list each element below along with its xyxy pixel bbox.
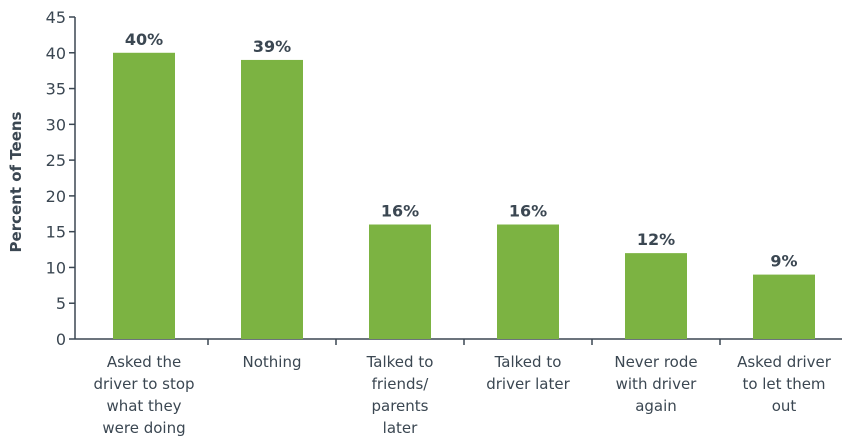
bar: [241, 59, 303, 339]
y-tick-label: 5: [56, 294, 66, 313]
y-tick-label: 35: [46, 80, 66, 99]
x-category-label: Asked driver to let them out: [737, 353, 832, 415]
y-tick-label: 45: [46, 8, 66, 27]
bar-value-label: 39%: [253, 37, 291, 56]
x-category-label: Nothing: [243, 353, 302, 371]
bar-value-label: 12%: [637, 230, 675, 249]
data-labels-group: 40% 39% 16% 16% 12% 9%: [125, 30, 798, 271]
y-tick-label: 10: [46, 258, 66, 277]
x-category-label-line: were doing: [102, 419, 185, 437]
x-category-label-line: Asked the: [107, 353, 181, 371]
x-category-label-line: what they: [106, 397, 181, 415]
x-category-label-line: friends/: [372, 375, 430, 393]
x-category-label-line: with driver: [616, 375, 698, 393]
y-axis-ticks: 0 5 10 15 20 25 30 35 40 45: [46, 8, 75, 349]
x-category-label-line: out: [772, 397, 797, 415]
y-tick-label: 0: [56, 330, 66, 349]
x-category-label-line: later: [383, 419, 418, 437]
x-category-label-line: Talked to: [366, 353, 434, 371]
x-category-label-line: again: [635, 397, 677, 415]
y-tick-label: 20: [46, 187, 66, 206]
bar-value-label: 40%: [125, 30, 163, 49]
x-category-label-line: parents: [372, 397, 429, 415]
bars-group: [113, 52, 815, 340]
bar: [497, 224, 559, 339]
y-axis-title: Percent of Teens: [7, 111, 25, 252]
x-category-label: Talked to friends/parents later: [366, 353, 434, 437]
x-category-label-line: Nothing: [243, 353, 302, 371]
x-category-label-line: driver to stop: [93, 375, 194, 393]
y-tick-label: 30: [46, 115, 66, 134]
x-category-label-line: Never rode: [614, 353, 697, 371]
bar: [113, 52, 175, 340]
bar: [753, 274, 815, 339]
x-category-label-line: to let them: [742, 375, 825, 393]
x-category-label: Never rode with driver again: [614, 353, 697, 415]
y-tick-label: 15: [46, 223, 66, 242]
x-category-label: Asked the driver to stop what they were doi…: [93, 353, 194, 437]
y-tick-label: 40: [46, 44, 66, 63]
bar: [625, 253, 687, 339]
x-category-label-line: Asked driver: [737, 353, 832, 371]
bar-value-label: 16%: [509, 202, 547, 221]
x-category-label-line: driver later: [486, 375, 570, 393]
x-axis-ticks: Asked the driver to stop what they were doi…: [93, 339, 832, 437]
bar-value-label: 16%: [381, 202, 419, 221]
y-tick-label: 25: [46, 151, 66, 170]
bar: [369, 224, 431, 339]
x-category-label-line: Talked to: [494, 353, 562, 371]
x-category-label: Talked to driver later: [486, 353, 570, 393]
bar-value-label: 9%: [770, 252, 797, 271]
